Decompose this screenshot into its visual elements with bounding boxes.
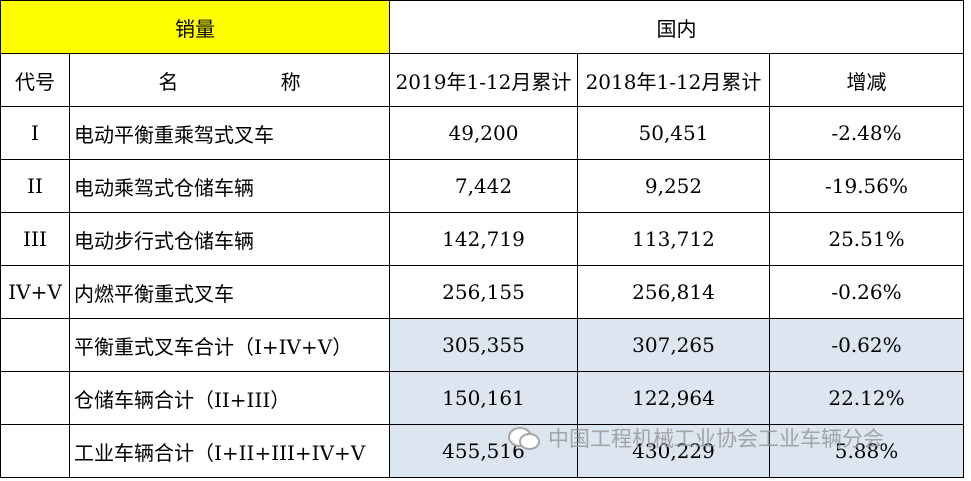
wechat-icon [508,427,540,450]
row-code: III [0,212,70,266]
row-code [0,318,70,372]
col-header-2019: 2019年1-12月累计 [389,53,578,107]
row-2019: 455,516 [389,424,578,478]
row-name: 电动步行式仓储车辆 [69,212,390,266]
row-change: -2.48% [769,106,964,160]
row-2018: 50,451 [577,106,770,160]
header-row: 销量 国内 [0,0,964,54]
row-2019: 142,719 [389,212,578,266]
row-2018: 256,814 [577,265,770,319]
col-header-name: 名 称 [69,53,390,107]
row-change: -19.56% [769,159,964,213]
row-2018: 9,252 [577,159,770,213]
table-row: IV+V 内燃平衡重式叉车 256,155 256,814 -0.26% [0,265,964,319]
row-2019: 150,161 [389,371,578,425]
subtotal-row: 仓储车辆合计（II+III） 150,161 122,964 22.12% [0,371,964,425]
row-name: 平衡重式叉车合计（I+IV+V） [69,318,390,372]
table-row: II 电动乘驾式仓储车辆 7,442 9,252 -19.56% [0,159,964,213]
row-name: 电动平衡重乘驾式叉车 [69,106,390,160]
table-row: I 电动平衡重乘驾式叉车 49,200 50,451 -2.48% [0,106,964,160]
col-header-2018: 2018年1-12月累计 [577,53,770,107]
row-change: 5.88% [769,424,964,478]
row-code: I [0,106,70,160]
row-code [0,424,70,478]
row-name: 仓储车辆合计（II+III） [69,371,390,425]
row-name: 内燃平衡重式叉车 [69,265,390,319]
col-header-code: 代号 [0,53,70,107]
row-code: IV+V [0,265,70,319]
row-change: -0.26% [769,265,964,319]
table-row: III 电动步行式仓储车辆 142,719 113,712 25.51% [0,212,964,266]
row-code [0,371,70,425]
row-2018: 430,229 [577,424,770,478]
watermark-text: 中国工程机械工业协会工业车辆分会 [548,427,884,451]
row-2019: 305,355 [389,318,578,372]
subtotal-row: 平衡重式叉车合计（I+IV+V） 305,355 307,265 -0.62% [0,318,964,372]
row-change: 22.12% [769,371,964,425]
domestic-header: 国内 [389,0,964,54]
watermark: 中国工程机械工业协会工业车辆分会 [508,425,884,451]
total-row: 工业车辆合计（I+II+III+IV+V 455,516 430,229 5.8… [0,424,964,478]
row-2019: 256,155 [389,265,578,319]
col-header-change: 增减 [769,53,964,107]
row-change: 25.51% [769,212,964,266]
row-change: -0.62% [769,318,964,372]
row-2019: 7,442 [389,159,578,213]
row-name: 工业车辆合计（I+II+III+IV+V [69,424,390,478]
row-name: 电动乘驾式仓储车辆 [69,159,390,213]
row-2018: 113,712 [577,212,770,266]
row-2018: 122,964 [577,371,770,425]
row-2018: 307,265 [577,318,770,372]
row-code: II [0,159,70,213]
sales-header: 销量 [0,0,390,54]
column-header-row: 代号 名 称 2019年1-12月累计 2018年1-12月累计 增减 [0,53,964,107]
row-2019: 49,200 [389,106,578,160]
